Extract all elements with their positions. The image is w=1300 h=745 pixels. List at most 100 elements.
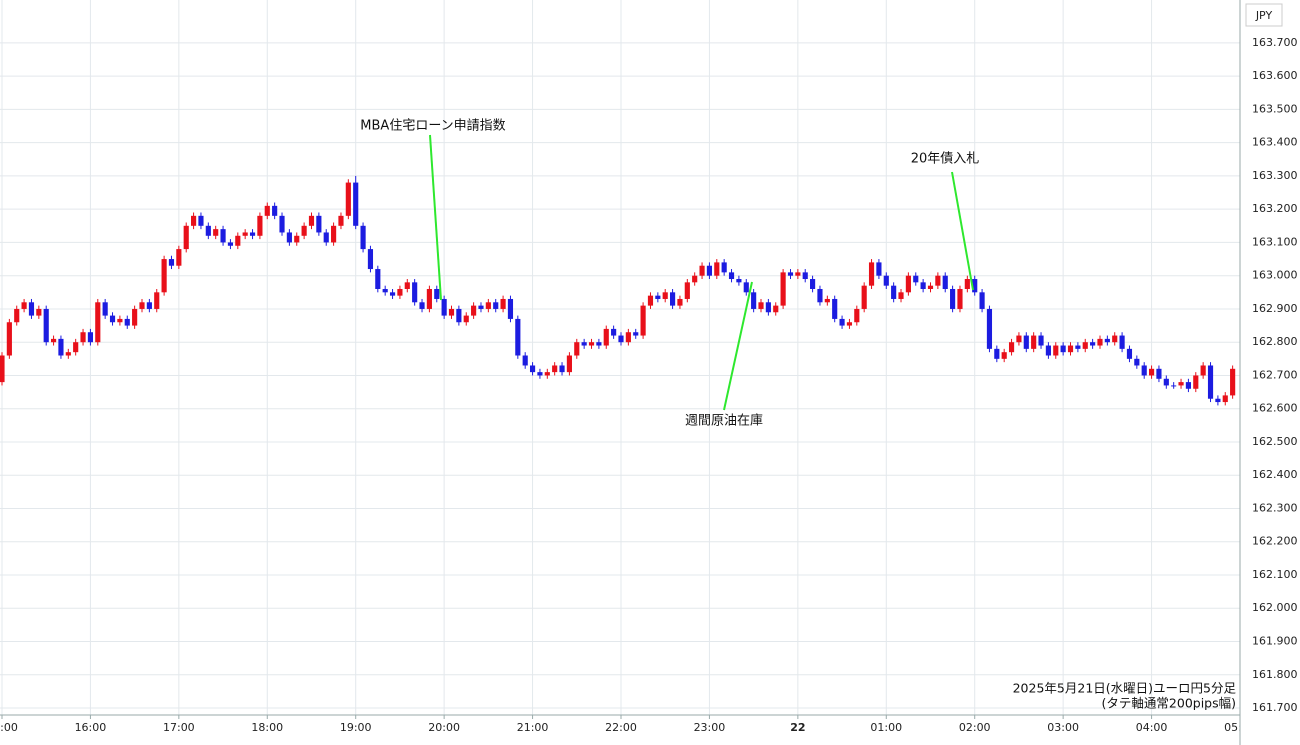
candle-body	[139, 302, 145, 309]
candle-body	[898, 292, 904, 299]
candle-body	[1126, 348, 1133, 359]
candle-body	[699, 265, 705, 276]
candle-body	[1222, 395, 1228, 403]
y-tick-label: 161.800	[1252, 668, 1298, 681]
candle-body	[213, 229, 219, 236]
candle-body	[301, 225, 307, 236]
candle-body	[95, 302, 101, 343]
candle-body	[787, 272, 794, 276]
candle-body	[478, 305, 484, 309]
footnote: 2025年5月21日(水曜日)ユーロ円5分足	[1013, 681, 1237, 696]
y-tick-label: 163.100	[1252, 235, 1298, 248]
candle-body	[611, 328, 617, 336]
candle-body	[493, 302, 499, 309]
candle-body	[603, 328, 609, 346]
candle-body	[146, 302, 152, 309]
y-tick-label: 163.000	[1252, 269, 1298, 282]
candle-body	[677, 298, 683, 306]
candle-body	[684, 282, 690, 299]
candle-body	[1207, 365, 1214, 399]
candle-body	[183, 225, 189, 250]
candle-body	[957, 288, 963, 309]
annotation: 週間原油在庫	[685, 414, 763, 429]
candle-body	[235, 235, 241, 246]
candle-body	[868, 262, 875, 286]
candle-body	[522, 355, 528, 366]
candle-body	[286, 232, 292, 243]
candle-body	[316, 215, 322, 233]
candle-body	[426, 288, 432, 309]
candle-body	[905, 275, 911, 293]
y-axis-panel	[1240, 0, 1300, 745]
candle-body	[920, 282, 926, 289]
candle-body	[43, 308, 49, 343]
candle-body	[935, 275, 941, 286]
candle-body	[191, 215, 197, 226]
y-tick-label: 163.700	[1252, 36, 1298, 49]
candle-body	[810, 279, 816, 289]
y-tick-label: 163.600	[1252, 69, 1298, 82]
candle-body	[1112, 335, 1118, 343]
candle-body	[6, 322, 12, 356]
candle-body	[331, 225, 337, 243]
candle-body	[1001, 352, 1007, 359]
candle-body	[706, 265, 713, 276]
x-tick-label: 23:00	[694, 721, 726, 734]
y-tick-label: 163.300	[1252, 169, 1298, 182]
candle-body	[264, 205, 270, 216]
candle-body	[662, 292, 668, 299]
y-tick-label: 162.800	[1252, 335, 1298, 348]
x-tick-label: 02:00	[959, 721, 991, 734]
x-axis-labels: 15:00 16:00 17:00 18:00 19:00 20:00 21:00 22:00…	[0, 715, 1256, 734]
candle-body	[927, 285, 934, 289]
y-tick-label: 162.600	[1252, 402, 1298, 415]
candle-body	[758, 302, 764, 309]
y-tick-label: 161.900	[1252, 635, 1298, 648]
candle-body	[515, 318, 521, 356]
x-tick-label: 04:00	[1136, 721, 1168, 734]
candle-body	[846, 322, 853, 326]
y-tick-label: 162.900	[1252, 302, 1298, 315]
candle-body	[227, 242, 234, 246]
candle-body	[574, 342, 580, 356]
candle-body	[80, 332, 86, 343]
annotation-line	[951, 171, 974, 291]
candle-body	[839, 318, 845, 326]
candle-body	[1031, 335, 1037, 349]
candle-body	[1156, 368, 1162, 379]
candle-body	[87, 332, 93, 343]
candle-body	[1178, 382, 1184, 386]
candle-body	[736, 279, 742, 283]
candle-body	[456, 308, 462, 323]
candle-body	[412, 282, 418, 303]
candle-body	[765, 302, 771, 313]
candle-body	[176, 249, 182, 266]
candle-body	[891, 285, 897, 299]
x-tick-label: 19:00	[340, 721, 372, 734]
candle-body	[36, 308, 42, 316]
candle-body	[625, 332, 631, 343]
candle-body	[1060, 345, 1066, 353]
candle-body	[419, 302, 425, 309]
annotation-line	[723, 281, 753, 411]
candle-body	[1148, 368, 1155, 376]
candle-body	[994, 348, 1000, 359]
candle-body	[279, 215, 285, 233]
candle-body	[353, 182, 359, 226]
candle-body	[854, 308, 860, 323]
candle-body	[552, 365, 558, 373]
candle-body	[117, 318, 123, 323]
candle-body	[1008, 342, 1015, 353]
candle-body	[1163, 378, 1169, 386]
candle-body	[161, 259, 167, 293]
candle-body	[404, 282, 410, 289]
candle-body	[1104, 338, 1110, 343]
candle-body	[28, 302, 35, 316]
candle-body	[1193, 375, 1199, 389]
candle-body	[544, 372, 550, 376]
candle-body	[1082, 342, 1088, 349]
x-tick-label: 03:00	[1047, 721, 1079, 734]
candle-body	[780, 272, 786, 306]
candle-body	[124, 318, 130, 326]
